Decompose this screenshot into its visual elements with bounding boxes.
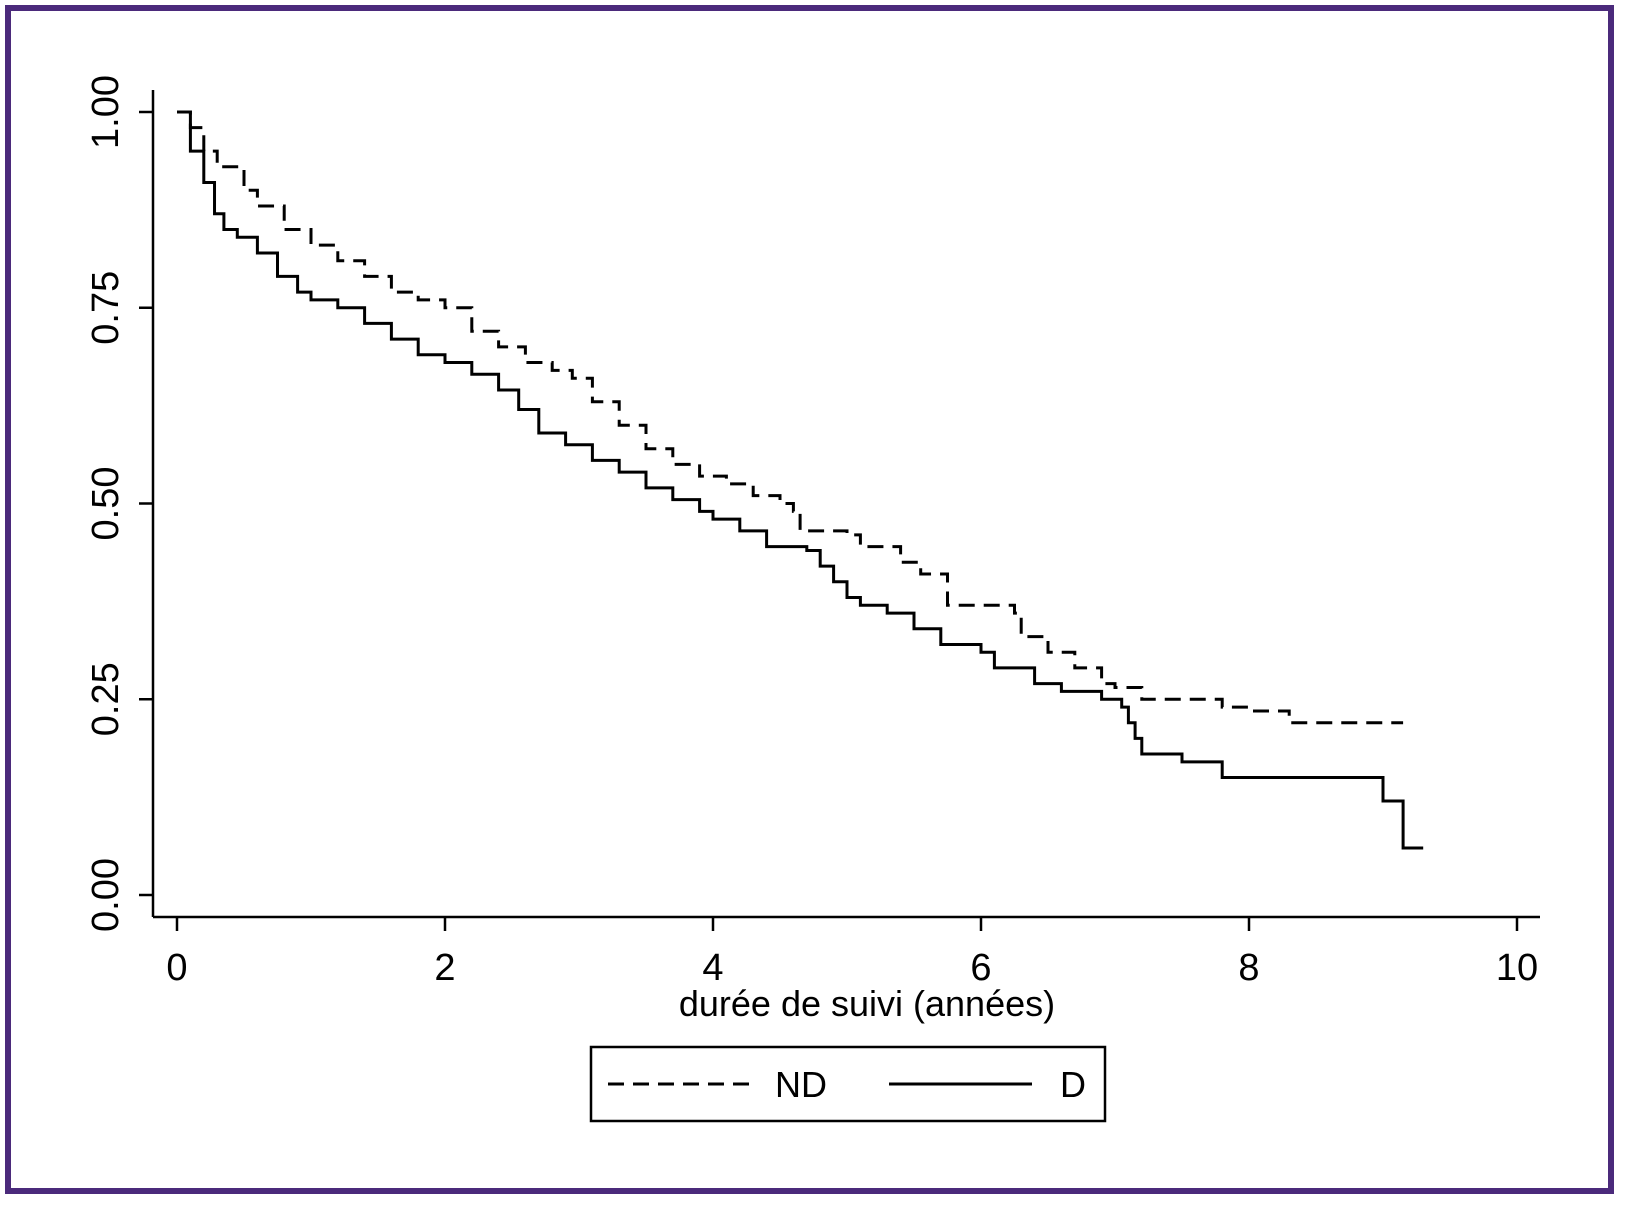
- y-tick-label: 0.50: [85, 467, 127, 541]
- series-layer: [177, 110, 1424, 850]
- legend-box: [589, 1045, 1107, 1123]
- legend-label-d: D: [1060, 1064, 1086, 1105]
- legend: ND D: [589, 1045, 1107, 1123]
- axes: 0.00 0.25 0.50 0.75 1.00 0 2 4 6 8 10: [85, 75, 1540, 989]
- figure-frame: [5, 5, 1614, 1194]
- y-tick-label: 0.75: [85, 271, 127, 345]
- series-line-d: [177, 110, 1424, 850]
- x-tick-label: 8: [1238, 947, 1259, 989]
- x-tick-label: 0: [166, 947, 187, 989]
- x-tick-label: 10: [1496, 947, 1538, 989]
- x-tick-label: 6: [970, 947, 991, 989]
- x-tick-label: 2: [434, 947, 455, 989]
- y-tick-label: 0.00: [85, 858, 127, 932]
- series-line-nd: [177, 110, 1404, 725]
- y-tick-label: 0.25: [85, 662, 127, 736]
- x-tick-label: 4: [702, 947, 723, 989]
- y-tick-label: 1.00: [85, 75, 127, 149]
- legend-label-nd: ND: [775, 1064, 827, 1105]
- x-axis-title: durée de suivi (années): [679, 983, 1055, 1024]
